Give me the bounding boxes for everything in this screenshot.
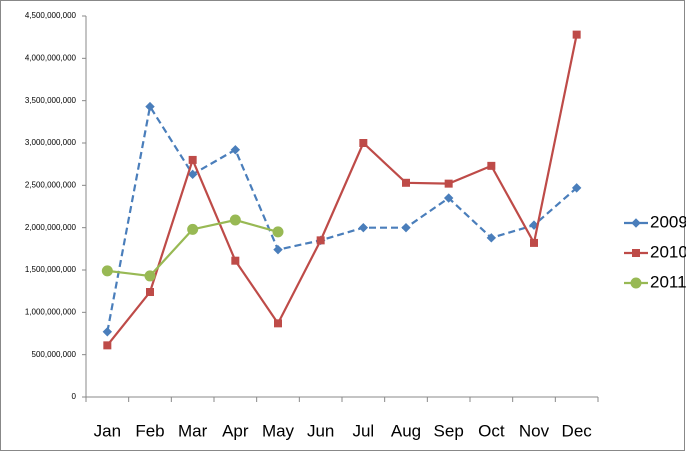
y-tick-label: 500,000,000 — [32, 350, 77, 359]
series-line — [106, 103, 578, 333]
x-tick-label: May — [262, 421, 295, 440]
x-tick-label: Jan — [94, 421, 121, 440]
point — [401, 222, 411, 233]
point — [230, 145, 241, 155]
y-tick-label: 2,000,000,000 — [25, 223, 77, 232]
y-tick-label: 0 — [72, 392, 77, 401]
y-tick-label: 4,000,000,000 — [25, 53, 77, 62]
point — [101, 265, 113, 277]
point — [188, 155, 197, 164]
point — [487, 161, 496, 170]
x-tick-label: Jul — [352, 421, 374, 440]
y-tick-label: 1,000,000,000 — [25, 307, 77, 316]
point — [144, 270, 156, 282]
point — [443, 193, 454, 203]
point — [103, 341, 112, 350]
point — [530, 238, 538, 247]
point — [359, 139, 368, 147]
x-tick-label: Dec — [562, 421, 593, 440]
point — [529, 220, 539, 230]
x-tick-label: Aug — [391, 421, 421, 440]
point — [316, 236, 325, 245]
x-tick-label: Mar — [178, 421, 208, 440]
y-tick-label: 1,500,000,000 — [25, 265, 77, 274]
point — [444, 179, 453, 188]
legend-marker — [630, 277, 642, 289]
point — [486, 233, 497, 243]
x-tick-label: Jun — [307, 421, 334, 440]
point — [571, 183, 582, 193]
y-tick-label: 3,500,000,000 — [25, 96, 77, 105]
y-tick-label: 3,000,000,000 — [25, 138, 77, 147]
legend-marker — [631, 218, 641, 228]
point — [274, 319, 282, 328]
point — [402, 178, 410, 187]
point — [272, 226, 284, 238]
legend-label: 2009 — [650, 212, 686, 231]
x-tick-label: Nov — [519, 421, 550, 440]
y-tick-label: 4,500,000,000 — [25, 11, 77, 20]
series-line — [106, 34, 578, 347]
point — [273, 244, 283, 255]
x-tick-label: Sep — [434, 421, 464, 440]
x-tick-label: Oct — [478, 421, 505, 440]
point — [145, 101, 155, 112]
x-tick-label: Feb — [135, 421, 164, 440]
x-tick-label: Apr — [222, 421, 249, 440]
point — [231, 256, 240, 265]
point — [102, 327, 113, 337]
point — [187, 169, 198, 180]
point — [572, 30, 581, 39]
point — [229, 214, 241, 226]
y-tick-label: 2,500,000,000 — [25, 180, 77, 189]
point — [146, 288, 154, 297]
point — [187, 223, 199, 235]
legend-label: 2010 — [650, 242, 686, 261]
point — [358, 222, 369, 233]
legend-label: 2011 — [650, 272, 686, 291]
legend-marker — [632, 249, 640, 257]
